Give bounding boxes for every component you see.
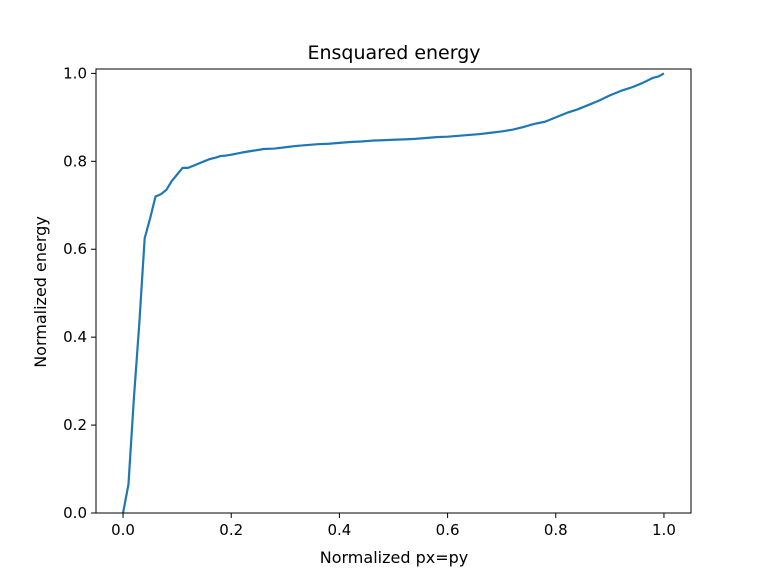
x-tick-label: 0.2: [219, 521, 243, 539]
chart-title: Ensquared energy: [307, 42, 480, 64]
x-tick-label: 0.0: [111, 521, 135, 539]
y-tick-label: 1.0: [63, 64, 87, 82]
y-tick-label: 0.2: [63, 416, 87, 434]
axes-frame: [95, 68, 692, 514]
series-line-0: [121, 72, 665, 514]
y-tick-label: 0.4: [63, 328, 87, 346]
x-tick-label: 0.6: [436, 521, 460, 539]
y-tick-label: 0.6: [63, 240, 87, 258]
x-tick-label: 0.4: [327, 521, 351, 539]
y-axis-label: Normalized energy: [31, 216, 50, 368]
axes: 0.0 0.2 0.4 0.6 0.8 1.0 0.0 0.2 0.4 0.6 0.8 1.0: [63, 64, 692, 539]
plot-area: [121, 72, 665, 514]
x-axis-label: Normalized px=py: [320, 548, 468, 567]
x-tick-label: 0.8: [544, 521, 568, 539]
y-tick-label: 0.8: [63, 152, 87, 170]
x-tick-label: 1.0: [652, 521, 676, 539]
y-tick-label: 0.0: [63, 504, 87, 522]
